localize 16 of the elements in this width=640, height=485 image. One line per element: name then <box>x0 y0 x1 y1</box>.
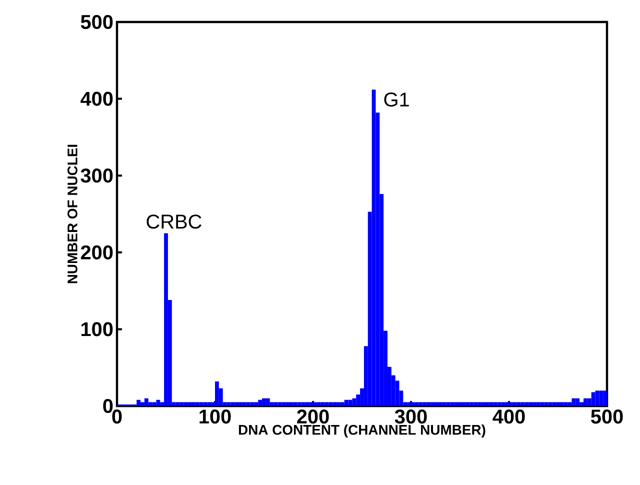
x-tick-label: 100 <box>200 410 231 424</box>
y-tick-label: 300 <box>80 168 113 183</box>
y-tick-label: 0 <box>103 398 113 414</box>
y-tick-label: 200 <box>80 245 113 260</box>
x-axis-title: DNA CONTENT (CHANNEL NUMBER) <box>238 424 486 438</box>
annotation: G1 <box>384 92 409 107</box>
y-axis-title: NUMBER OF NUCLEI <box>67 144 78 284</box>
x-tick-label: 400 <box>492 410 525 424</box>
x-tick-label: 500 <box>590 410 623 424</box>
x-tick-label: 200 <box>297 410 329 424</box>
x-tick-label: 300 <box>394 410 427 424</box>
y-tick-label: 400 <box>80 92 113 106</box>
y-tick-label: 500 <box>80 14 113 30</box>
y-tick-label: 100 <box>81 322 113 336</box>
annotation: CRBC <box>146 214 202 229</box>
x-tick-label: 0 <box>112 410 122 424</box>
